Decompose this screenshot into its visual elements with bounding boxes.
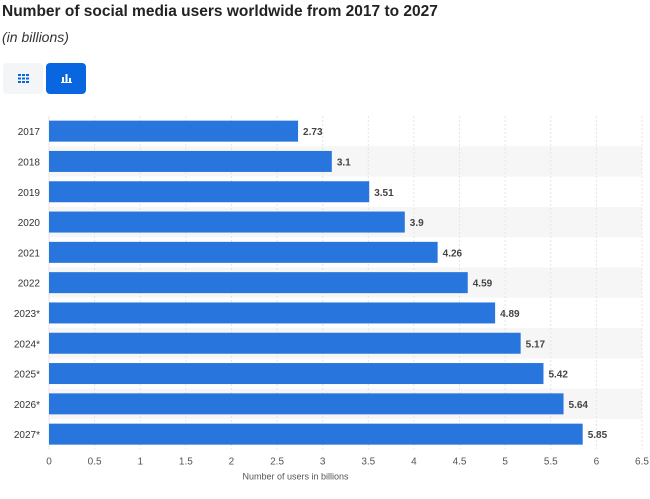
bar[interactable]	[49, 120, 299, 142]
data-label: 5.42	[548, 370, 568, 381]
bar[interactable]	[49, 393, 564, 415]
x-tick-label: 5.5	[544, 456, 558, 467]
chart-title: Number of social media users worldwide f…	[2, 3, 438, 20]
chart-view-button[interactable]	[46, 63, 86, 94]
data-label: 3.1	[337, 157, 351, 168]
bar[interactable]	[49, 332, 521, 354]
bar-chart-icon	[60, 70, 72, 88]
x-tick-label: 3.5	[361, 456, 375, 467]
category-label: 2017	[18, 127, 41, 138]
data-label: 3.9	[410, 218, 424, 229]
x-tick-label: 5	[502, 456, 508, 467]
grid-table-icon	[17, 70, 29, 88]
data-label: 5.85	[588, 430, 608, 441]
table-view-button[interactable]	[3, 63, 43, 94]
x-tick-label: 6.5	[635, 456, 649, 467]
x-tick-label: 0	[46, 456, 52, 467]
bar[interactable]	[49, 423, 583, 445]
x-tick-label: 2.5	[270, 456, 284, 467]
category-label: 2022	[18, 279, 41, 290]
x-tick-label: 4	[411, 456, 417, 467]
category-label: 2023*	[14, 309, 40, 320]
data-label: 5.17	[526, 339, 546, 350]
data-label: 5.64	[569, 400, 589, 411]
data-label: 2.73	[303, 127, 323, 138]
category-label: 2021	[18, 248, 41, 259]
category-label: 2025*	[14, 370, 40, 381]
bar[interactable]	[49, 181, 370, 203]
chart-subtitle: (in billions)	[2, 29, 69, 45]
category-label: 2018	[18, 157, 41, 168]
bar[interactable]	[49, 363, 544, 385]
category-label: 2026*	[14, 400, 40, 411]
view-toggle	[3, 63, 86, 94]
bar[interactable]	[49, 150, 332, 172]
x-tick-label: 2	[229, 456, 235, 467]
x-tick-label: 4.5	[453, 456, 467, 467]
x-tick-label: 1	[137, 456, 143, 467]
x-tick-label: 3	[320, 456, 326, 467]
category-label: 2019	[18, 188, 41, 199]
x-tick-label: 0.5	[88, 456, 102, 467]
data-label: 4.59	[473, 279, 493, 290]
data-label: 3.51	[374, 188, 394, 199]
x-tick-label: 1.5	[179, 456, 193, 467]
category-label: 2027*	[14, 430, 40, 441]
bar[interactable]	[49, 272, 468, 294]
x-axis-title: Number of users in billions	[242, 471, 349, 481]
data-label: 4.26	[443, 248, 463, 259]
category-label: 2020	[18, 218, 41, 229]
data-label: 4.89	[500, 309, 520, 320]
bar[interactable]	[49, 211, 405, 233]
x-tick-label: 6	[594, 456, 600, 467]
bar[interactable]	[49, 241, 438, 263]
bar[interactable]	[49, 302, 496, 324]
category-label: 2024*	[14, 339, 40, 350]
